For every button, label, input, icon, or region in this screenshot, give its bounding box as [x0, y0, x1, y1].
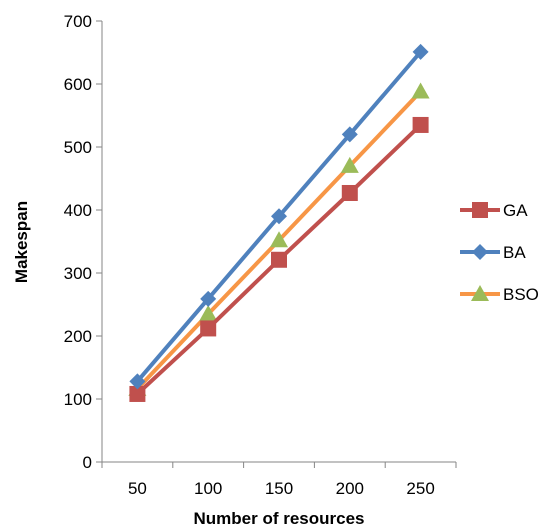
y-axis-title: Makespan	[12, 201, 31, 283]
chart-legend: GA BA BSO	[460, 201, 539, 304]
data-point	[199, 304, 218, 321]
x-axis-title: Number of resources	[194, 509, 365, 528]
data-point	[271, 251, 287, 268]
data-point	[129, 385, 146, 402]
legend-marker	[472, 244, 488, 260]
x-tick-label: 200	[336, 479, 364, 498]
data-point	[341, 126, 358, 143]
data-point	[411, 82, 430, 99]
data-point	[129, 373, 146, 390]
data-point	[412, 43, 429, 60]
legend-item-ba: BA	[460, 243, 526, 262]
legend-label: BA	[503, 243, 526, 262]
legend-marker	[471, 285, 489, 301]
y-tick-label: 500	[64, 138, 92, 157]
y-tick-label: 200	[64, 327, 92, 346]
y-tick-label: 100	[64, 390, 92, 409]
data-point	[270, 231, 288, 248]
series-ba	[129, 43, 429, 390]
chart-axes	[101, 21, 456, 463]
series-bso	[128, 82, 430, 396]
x-axis-ticks: 50 100 150 200 250	[101, 462, 457, 498]
y-tick-label: 400	[64, 201, 92, 220]
y-axis-ticks: 0 100 200 300 400 500 600 700	[64, 12, 102, 472]
y-tick-label: 300	[64, 264, 92, 283]
y-tick-label: 700	[64, 12, 92, 31]
series-ga	[129, 116, 429, 402]
x-tick-label: 100	[194, 479, 222, 498]
legend-label: BSO	[503, 285, 539, 304]
y-tick-label: 0	[83, 453, 92, 472]
data-point	[340, 156, 359, 173]
x-tick-label: 150	[265, 479, 293, 498]
legend-marker	[472, 202, 488, 218]
data-point	[412, 116, 429, 133]
legend-item-bso: BSO	[460, 285, 539, 304]
data-point	[200, 290, 217, 307]
y-tick-label: 600	[64, 75, 92, 94]
data-point	[271, 208, 287, 225]
data-point	[200, 320, 217, 337]
x-tick-label: 50	[128, 479, 147, 498]
x-tick-label: 250	[406, 479, 434, 498]
chart-series	[128, 43, 430, 402]
legend-label: GA	[503, 201, 528, 220]
legend-item-ga: GA	[460, 201, 528, 220]
data-point	[341, 184, 358, 201]
